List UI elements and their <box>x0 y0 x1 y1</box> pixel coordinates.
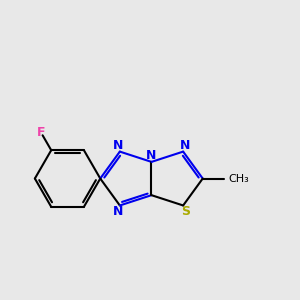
Text: N: N <box>146 149 157 162</box>
Text: N: N <box>112 205 123 218</box>
Text: CH₃: CH₃ <box>229 173 249 184</box>
Text: F: F <box>37 126 45 139</box>
Text: S: S <box>181 205 190 218</box>
Text: N: N <box>112 139 123 152</box>
Text: N: N <box>180 139 190 152</box>
